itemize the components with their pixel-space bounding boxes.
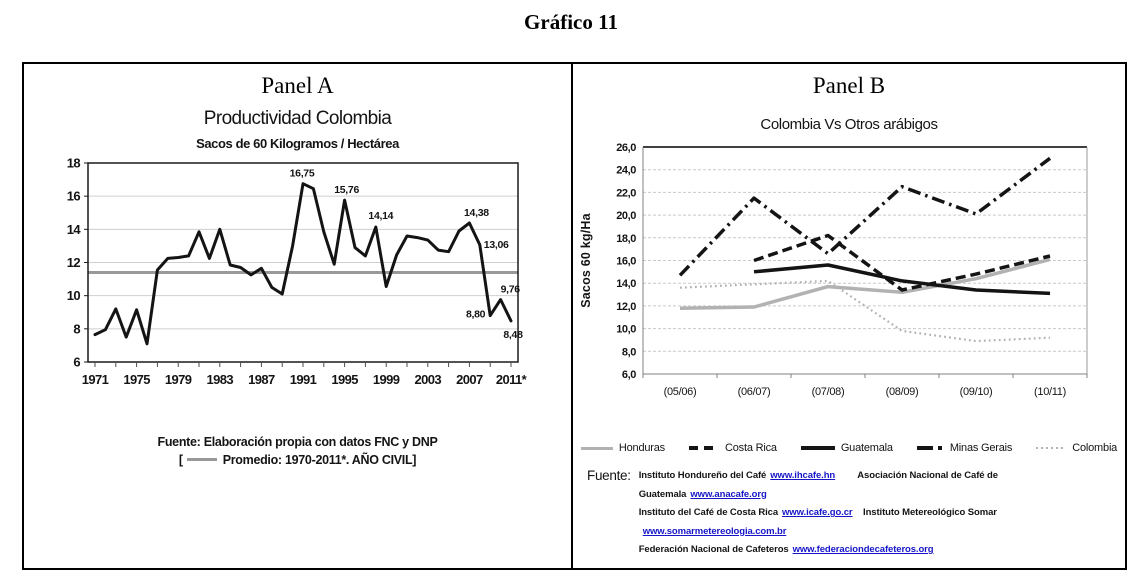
source-link-somar[interactable]: www.somarmetereologia.com.br	[642, 525, 787, 537]
source-link-icafe[interactable]: www.icafe.go.cr	[782, 507, 853, 519]
svg-text:12,0: 12,0	[616, 301, 636, 313]
panel-b-chart-subtitle: Colombia Vs Otros arábigos	[760, 116, 938, 133]
source-text-ihcafe: Instituto Hondureño del Café	[638, 470, 767, 481]
legend-item-guatemala: Guatemala	[800, 442, 893, 454]
svg-text:(05/06): (05/06)	[664, 386, 697, 398]
svg-text:2003: 2003	[415, 372, 442, 387]
svg-text:1983: 1983	[207, 372, 234, 387]
average-line-caption: Promedio: 1970-2011*. AÑO CIVIL]	[222, 453, 417, 468]
legend-item-minas-gerais: Minas Gerais	[916, 442, 1013, 454]
panel-a-chart-svg: 6 8 10 12 14 16 18 1971 1975 1979 1983 1987 1991 1995…	[67, 156, 529, 388]
source-link-federacion[interactable]: www.federaciondecafeteros.org	[792, 544, 934, 556]
svg-text:13,06: 13,06	[484, 239, 509, 251]
svg-text:(06/07): (06/07)	[738, 386, 771, 398]
source-text-somar: Instituto Metereológico Somar	[863, 507, 997, 519]
costa-rica-line-swatch	[689, 446, 719, 450]
legend-label-colombia: Colombia	[1072, 442, 1118, 454]
svg-text:24,0: 24,0	[616, 165, 636, 177]
svg-text:8,0: 8,0	[622, 346, 636, 358]
svg-text:(08/09): (08/09)	[886, 386, 919, 398]
legend-label-guatemala: Guatemala	[840, 442, 893, 454]
svg-text:14,0: 14,0	[616, 278, 636, 290]
svg-text:(10/11): (10/11)	[1034, 386, 1066, 398]
svg-text:26,0: 26,0	[616, 142, 636, 154]
source-text-icafe: Instituto del Café de Costa Rica	[638, 507, 779, 519]
svg-text:8,48: 8,48	[503, 329, 523, 341]
svg-text:18,0: 18,0	[616, 233, 636, 245]
panel-a: Panel A Productividad Colombia Sacos de …	[24, 64, 571, 568]
source-link-anacafe[interactable]: www.anacafe.org	[690, 488, 767, 500]
page-title: Gráfico 11	[524, 10, 618, 34]
svg-text:12: 12	[67, 255, 81, 270]
guatemala-line-swatch	[800, 446, 835, 450]
legend: Honduras Costa Rica Guatemala Minas Gera…	[573, 442, 1125, 454]
panel-a-chart-title: Productividad Colombia	[203, 108, 392, 129]
svg-text:2007: 2007	[456, 372, 483, 387]
svg-text:1975: 1975	[123, 372, 150, 387]
panel-b-chart-svg: 6,0 8,0 10,0 12,0 14,0 16,0 18,0 20,0 22,0 24,0 26…	[579, 142, 1088, 398]
svg-text:(07/08): (07/08)	[812, 386, 845, 398]
svg-text:1991: 1991	[290, 372, 317, 387]
sources-line-2: Instituto del Café de Costa Rica www.icaf…	[639, 504, 1125, 541]
svg-text:14: 14	[67, 222, 82, 237]
svg-text:14,38: 14,38	[464, 207, 489, 219]
panel-a-source-line-2: [ Promedio: 1970-2011*. AÑO CIVIL]	[24, 451, 571, 469]
svg-text:9,76: 9,76	[501, 284, 521, 296]
legend-item-honduras: Honduras	[580, 442, 665, 454]
svg-text:20,0: 20,0	[616, 210, 636, 222]
svg-text:6: 6	[73, 355, 80, 370]
average-line-swatch	[186, 458, 217, 462]
svg-text:15,76: 15,76	[334, 184, 359, 196]
svg-text:14,14: 14,14	[368, 210, 393, 222]
legend-label-minas-gerais: Minas Gerais	[949, 442, 1013, 454]
svg-text:1999: 1999	[373, 372, 400, 387]
panel-b-chart: 6,0 8,0 10,0 12,0 14,0 16,0 18,0 20,0 22,0 24,0 26…	[577, 139, 1125, 406]
svg-text:(09/10): (09/10)	[960, 386, 993, 398]
panel-a-title: Panel A	[261, 73, 334, 98]
bracket-open: [	[178, 453, 183, 468]
sources-lines: Instituto Hondureño del Café www.ihcafe.h…	[639, 467, 1125, 560]
source-text-anacafe: Asociación Nacional de Café de Guatemala	[638, 470, 998, 500]
honduras-line-swatch	[580, 446, 613, 450]
panel-b: Panel B Colombia Vs Otros arábigos 6,0 8,…	[571, 64, 1125, 568]
legend-label-honduras: Honduras	[618, 442, 665, 454]
legend-label-costa-rica: Costa Rica	[725, 442, 777, 454]
svg-text:8: 8	[73, 321, 80, 336]
panel-a-chart-subtitle: Sacos de 60 Kilogramos / Hectárea	[196, 136, 399, 151]
panel-a-source: Fuente: Elaboración propia con datos FNC…	[24, 433, 571, 469]
svg-text:16,75: 16,75	[290, 168, 315, 180]
svg-text:6,0: 6,0	[622, 369, 636, 381]
svg-text:1971: 1971	[82, 372, 109, 387]
svg-text:Sacos 60 kg/Ha: Sacos 60 kg/Ha	[579, 212, 593, 307]
svg-text:1979: 1979	[165, 372, 192, 387]
svg-text:22,0: 22,0	[616, 187, 636, 199]
svg-text:2011*: 2011*	[496, 372, 528, 387]
legend-item-colombia: Colombia	[1036, 442, 1117, 454]
panel-a-source-line-1: Fuente: Elaboración propia con datos FNC…	[157, 435, 438, 449]
minas-gerais-line-swatch	[916, 446, 944, 450]
panel-b-sources: Fuente: Instituto Hondureño del Café www.…	[587, 467, 1125, 560]
panel-a-chart: 6 8 10 12 14 16 18 1971 1975 1979 1983 1987 1991 1995…	[50, 155, 571, 395]
svg-text:10,0: 10,0	[616, 324, 636, 336]
panel-b-title: Panel B	[812, 73, 886, 98]
sources-label: Fuente:	[587, 468, 631, 483]
source-link-ihcafe[interactable]: www.ihcafe.hn	[770, 470, 836, 481]
legend-item-costa-rica: Costa Rica	[689, 442, 777, 454]
sources-line-3: Federación Nacional de Cafeteros www.fede…	[639, 541, 1125, 560]
svg-text:8,80: 8,80	[466, 309, 486, 321]
colombia-line-swatch	[1036, 447, 1067, 449]
svg-text:1995: 1995	[331, 372, 358, 387]
svg-text:10: 10	[67, 288, 81, 303]
figure-box: Panel A Productividad Colombia Sacos de …	[22, 62, 1127, 570]
sources-line-1: Instituto Hondureño del Café www.ihcafe.h…	[639, 467, 1125, 504]
svg-text:16,0: 16,0	[616, 256, 636, 268]
source-text-federacion: Federación Nacional de Cafeteros	[638, 544, 789, 556]
svg-text:16: 16	[67, 189, 81, 204]
svg-text:1987: 1987	[248, 372, 275, 387]
svg-text:18: 18	[67, 156, 81, 171]
